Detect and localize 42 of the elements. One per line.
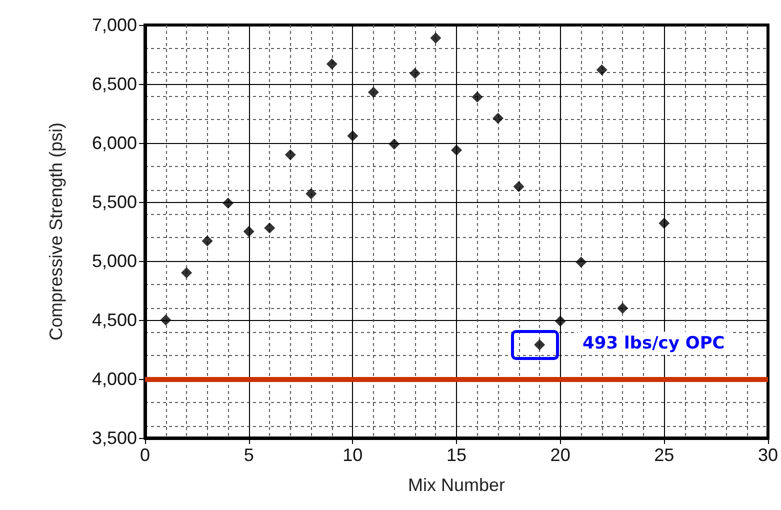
point	[243, 226, 254, 237]
x-tick-label: 25	[654, 445, 674, 465]
x-tick-label: 30	[758, 445, 778, 465]
point	[388, 138, 400, 150]
y-tick-label: 5,000	[92, 251, 137, 271]
y-tick-label: 3,500	[92, 428, 137, 448]
point	[222, 198, 234, 209]
y-tick-label: 7,000	[92, 15, 137, 35]
point	[430, 32, 442, 44]
x-tick-label: 5	[244, 445, 254, 465]
point	[513, 181, 524, 192]
point	[368, 86, 379, 98]
point	[534, 339, 546, 350]
point	[472, 91, 483, 102]
y-tick-label: 6,500	[92, 74, 137, 94]
x-tick-label: 20	[550, 445, 570, 465]
point	[181, 267, 192, 278]
point	[284, 149, 296, 160]
point	[326, 58, 338, 70]
point	[160, 314, 172, 326]
x-tick-label: 0	[140, 445, 150, 465]
annotation: 493 lbs/cy OPC	[582, 333, 725, 354]
point	[492, 112, 504, 124]
x-axis-title: Mix Number	[408, 475, 506, 495]
point	[450, 144, 462, 156]
point	[658, 218, 670, 229]
point	[576, 256, 587, 268]
y-tick-label: 4,000	[92, 369, 137, 389]
point	[617, 302, 628, 314]
point	[596, 64, 608, 76]
y-tick-label: 4,500	[92, 310, 137, 330]
x-tick-label: 15	[446, 445, 467, 465]
point	[306, 188, 317, 200]
point	[554, 316, 566, 327]
point	[202, 235, 213, 246]
y-axis-title: Compressive Strength (psi)	[46, 122, 66, 341]
point	[347, 130, 358, 142]
point	[264, 222, 276, 234]
x-tick-label: 10	[342, 445, 363, 465]
y-tick-label: 5,500	[92, 192, 137, 212]
point	[409, 68, 420, 79]
y-tick-label: 6,000	[92, 133, 137, 153]
